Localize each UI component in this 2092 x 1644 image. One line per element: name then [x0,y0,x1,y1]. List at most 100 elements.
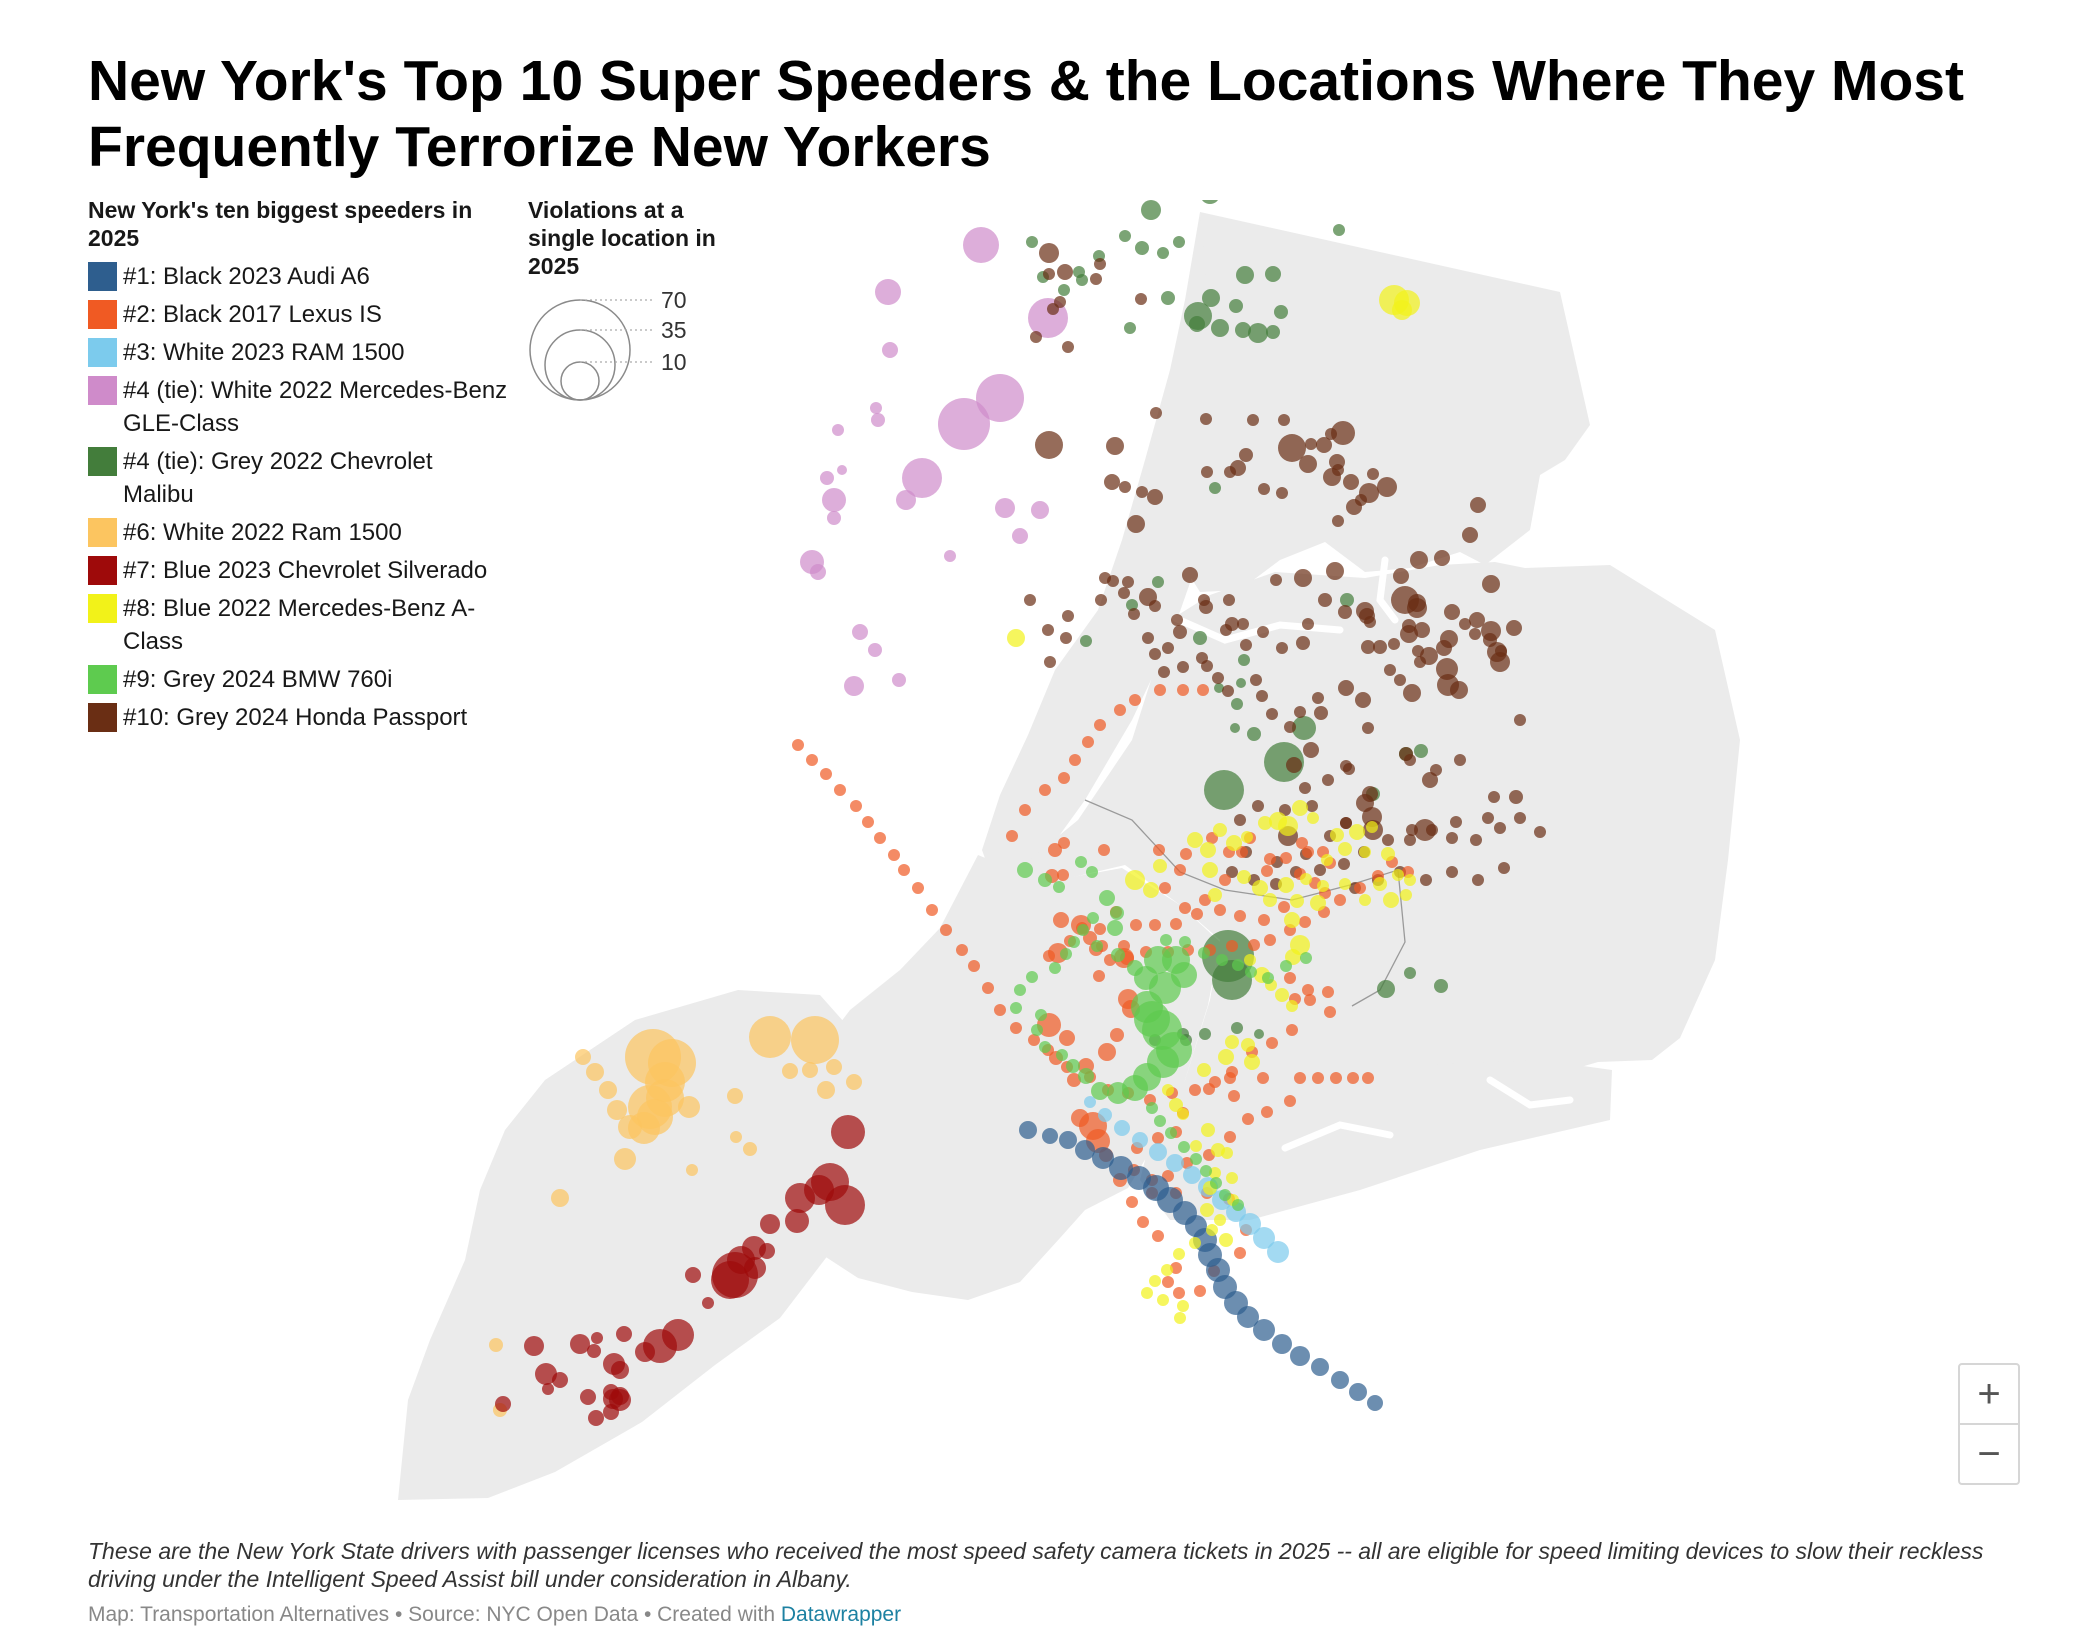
violation-marker[interactable] [1078,1068,1094,1084]
violation-marker[interactable] [1082,736,1094,748]
violation-marker[interactable] [1059,1131,1077,1149]
violation-marker[interactable] [1119,481,1131,493]
violation-marker[interactable] [1124,322,1136,334]
violation-marker[interactable] [1242,1113,1254,1125]
violation-marker[interactable] [1222,685,1234,697]
violation-marker[interactable] [1388,638,1400,650]
violation-marker[interactable] [1238,654,1250,666]
violation-marker[interactable] [1200,1203,1214,1217]
violation-marker[interactable] [1199,894,1211,906]
violation-marker[interactable] [1104,474,1120,490]
violation-marker[interactable] [1149,648,1161,660]
violation-marker[interactable] [552,1372,568,1388]
violation-marker[interactable] [1058,772,1070,784]
violation-marker[interactable] [607,1100,627,1120]
violation-marker[interactable] [1035,1009,1047,1021]
violation-marker[interactable] [1214,683,1224,693]
violation-marker[interactable] [994,1004,1006,1016]
violation-marker[interactable] [1125,870,1145,890]
violation-marker[interactable] [1197,1063,1211,1077]
violation-marker[interactable] [1060,632,1072,644]
violation-marker[interactable] [611,1361,629,1379]
violation-marker[interactable] [1454,754,1466,766]
violation-marker[interactable] [1310,895,1326,911]
violation-marker[interactable] [1150,407,1162,419]
violation-marker[interactable] [1312,1072,1324,1084]
violation-marker[interactable] [1314,864,1326,876]
violation-marker[interactable] [588,1410,604,1426]
violation-marker[interactable] [760,1214,780,1234]
zoom-out-button[interactable]: − [1960,1423,2018,1483]
zoom-in-button[interactable]: + [1977,1371,2001,1416]
violation-marker[interactable] [1414,744,1428,758]
violation-marker[interactable] [1343,763,1355,775]
violation-marker[interactable] [1203,1083,1215,1095]
violation-marker[interactable] [1149,1275,1161,1287]
violation-marker[interactable] [1152,1132,1164,1144]
violation-marker[interactable] [1093,970,1105,982]
violation-marker[interactable] [1330,1072,1342,1084]
violation-marker[interactable] [1157,247,1169,259]
violation-marker[interactable] [1294,569,1312,587]
violation-marker[interactable] [1354,882,1366,894]
violation-marker[interactable] [1157,1294,1169,1306]
violation-marker[interactable] [1080,635,1092,647]
violation-marker[interactable] [1189,1237,1201,1249]
violation-marker[interactable] [727,1088,743,1104]
violation-marker[interactable] [1377,980,1395,998]
violation-marker[interactable] [1382,834,1394,846]
violation-marker[interactable] [1118,587,1130,599]
violation-marker[interactable] [1031,1024,1043,1036]
violation-marker[interactable] [1470,497,1486,513]
violation-marker[interactable] [1305,438,1317,450]
violation-marker[interactable] [1278,414,1290,426]
violation-marker[interactable] [586,1063,604,1081]
violation-marker[interactable] [1422,772,1438,788]
violation-marker[interactable] [1198,947,1210,959]
violation-marker[interactable] [1235,322,1251,338]
violation-marker[interactable] [616,1326,632,1342]
violation-marker[interactable] [1239,1213,1261,1235]
violation-marker[interactable] [1111,948,1125,962]
violation-marker[interactable] [791,1016,839,1064]
violation-marker[interactable] [1437,674,1459,696]
violation-marker[interactable] [1270,574,1282,586]
violation-marker[interactable] [956,944,968,956]
violation-marker[interactable] [1159,882,1171,894]
violation-marker[interactable] [1160,934,1172,946]
violation-marker[interactable] [1028,1034,1040,1046]
violation-marker[interactable] [1462,527,1478,543]
violation-marker[interactable] [1173,625,1187,639]
violation-marker[interactable] [1302,846,1314,858]
violation-marker[interactable] [1219,874,1231,886]
violation-marker[interactable] [1228,1090,1240,1102]
violation-marker[interactable] [1180,848,1192,860]
violation-marker[interactable] [1339,878,1351,890]
violation-marker[interactable] [1094,258,1106,270]
violation-marker[interactable] [1275,988,1289,1002]
violation-marker[interactable] [614,1148,636,1170]
violation-marker[interactable] [1214,904,1226,916]
violation-marker[interactable] [1294,706,1306,718]
violation-marker[interactable] [1248,939,1260,951]
violation-marker[interactable] [1266,325,1280,339]
violation-marker[interactable] [827,511,841,525]
violation-marker[interactable] [1141,200,1161,220]
violation-marker[interactable] [1338,605,1352,619]
violation-marker[interactable] [1059,1030,1075,1046]
violation-marker[interactable] [678,1096,700,1118]
violation-marker[interactable] [1324,1006,1336,1018]
violation-marker[interactable] [1420,874,1432,886]
violation-marker[interactable] [1362,1072,1374,1084]
violation-marker[interactable] [1247,727,1261,741]
violation-marker[interactable] [1126,599,1138,611]
violation-marker[interactable] [1264,853,1276,865]
violation-marker[interactable] [1514,714,1526,726]
violation-marker[interactable] [1095,594,1107,606]
violation-marker[interactable] [1224,1131,1236,1143]
violation-marker[interactable] [1106,437,1124,455]
violation-marker[interactable] [1030,331,1042,343]
violation-marker[interactable] [749,1016,791,1058]
violation-marker[interactable] [1161,291,1175,305]
violation-marker[interactable] [1076,274,1088,286]
